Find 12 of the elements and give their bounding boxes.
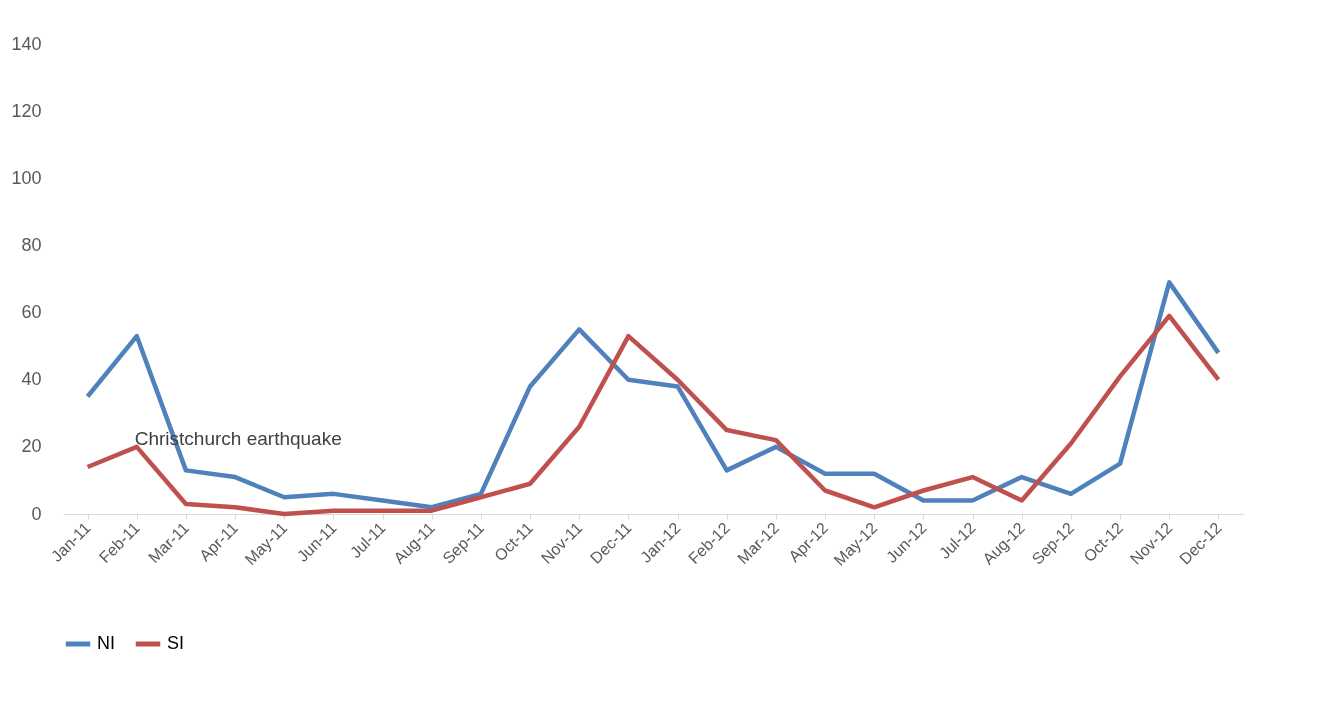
y-tick-label: 40	[21, 369, 42, 390]
legend-label: NI	[97, 633, 115, 653]
legend-label: SI	[167, 633, 185, 653]
y-tick-label: 80	[21, 234, 42, 255]
y-tick-label: 120	[11, 100, 42, 121]
y-tick-label: 100	[11, 167, 42, 188]
y-tick-label: 0	[31, 503, 42, 524]
y-tick-label: 20	[21, 436, 42, 457]
y-tick-label: 140	[11, 33, 42, 54]
line-series	[85, 280, 1221, 510]
y-tick-label: 60	[21, 302, 42, 323]
line-series	[85, 313, 1221, 517]
